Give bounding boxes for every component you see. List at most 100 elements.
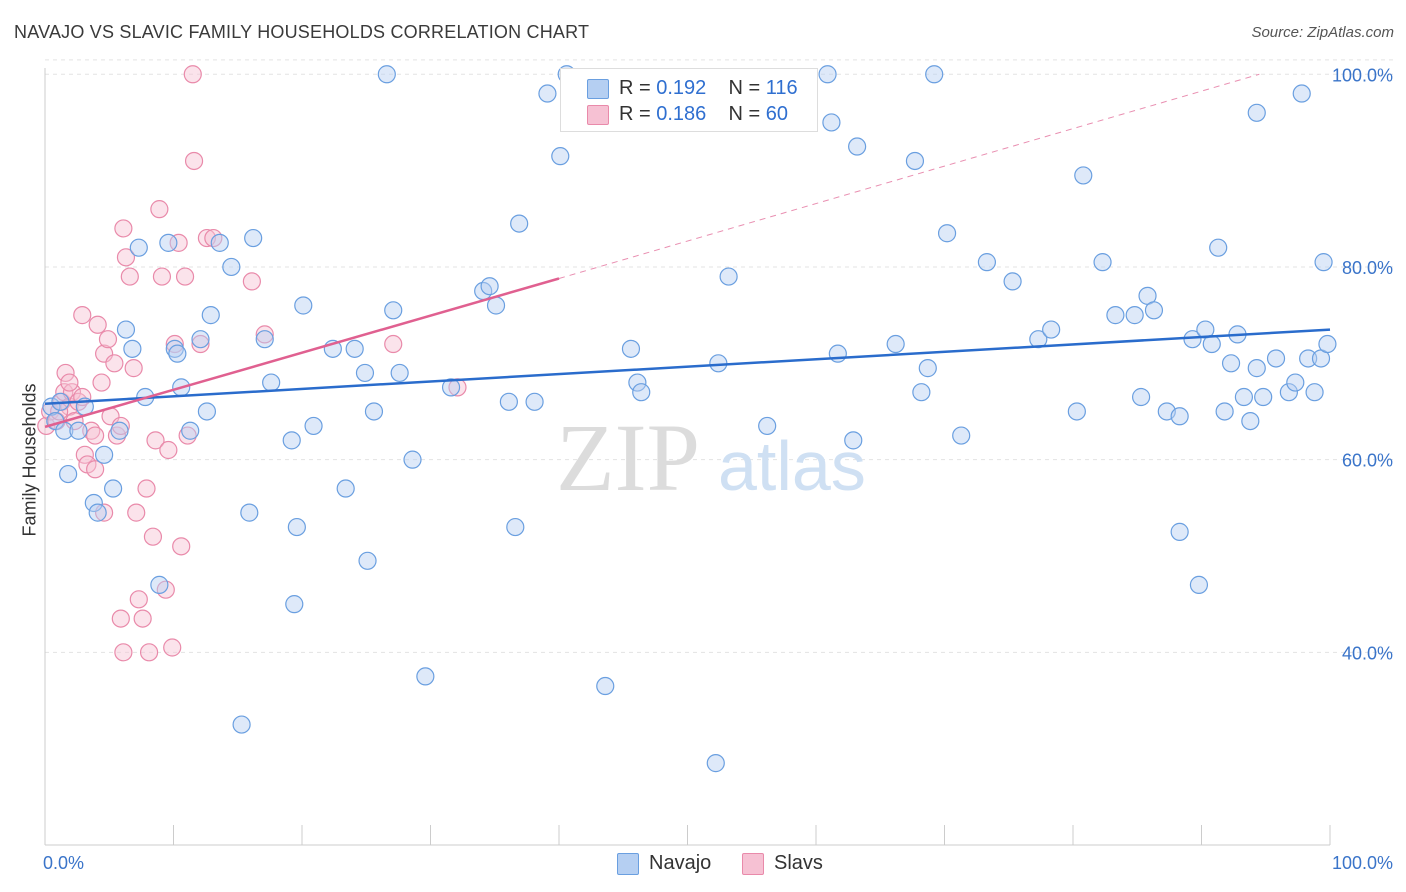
navajo-point (706, 754, 725, 773)
watermark-atlas: atlas (718, 427, 866, 505)
navajo-point (384, 301, 403, 320)
navajo-point (377, 65, 396, 84)
navajo-point (1299, 349, 1318, 368)
navajo-point (1042, 320, 1061, 339)
y-tick-label-100: 100.0% (1332, 65, 1393, 85)
navajo-point (918, 359, 937, 378)
slavs-point (114, 219, 133, 238)
y-axis-label: Family Households (19, 383, 40, 537)
slavs-point (133, 609, 152, 628)
navajo-trend-line (44, 328, 1331, 406)
y-tick-label-60: 60.0% (1342, 451, 1393, 471)
navajo-point (294, 296, 313, 315)
navajo-point (1318, 334, 1337, 354)
navajo-point (129, 238, 148, 257)
navajo-point (197, 402, 217, 421)
navajo-point (1029, 330, 1048, 349)
navajo-point (1209, 238, 1228, 257)
navajo-point (952, 426, 971, 445)
slavs-point (169, 233, 188, 252)
x-tick-label-min: 0.0% (43, 853, 84, 873)
trend-lines (44, 73, 1331, 429)
navajo-point (1247, 359, 1266, 378)
y-tick-label-80: 80.0% (1342, 258, 1393, 278)
navajo-point (88, 503, 107, 522)
navajo-point (282, 431, 301, 450)
navajo-swatch (587, 79, 609, 99)
tick-labels: 40.0% 60.0% 80.0% 100.0% 0.0% 100.0% (43, 65, 1393, 873)
navajo-point (1125, 306, 1144, 325)
slavs-point (120, 267, 139, 286)
navajo-point (84, 493, 103, 513)
navajo-point (596, 676, 615, 696)
navajo-point (390, 363, 409, 383)
navajo-point (1215, 402, 1234, 421)
slavs-point (191, 334, 210, 354)
navajo-point (244, 228, 263, 248)
slavs-point (172, 537, 191, 556)
navajo-point (304, 416, 323, 436)
navajo-point (551, 147, 570, 166)
slavs-r-value: 0.186 (656, 103, 707, 125)
navajo-point (95, 445, 114, 464)
slavs-point (105, 354, 124, 373)
navajo-point (262, 373, 281, 392)
navajo-r-label: R = (619, 77, 657, 99)
slavs-r-label: R = (619, 103, 657, 125)
navajo-point (758, 416, 777, 436)
navajo-point (201, 306, 220, 325)
navajo-point (159, 233, 178, 252)
navajo-point (358, 551, 377, 570)
navajo-point (191, 330, 210, 349)
slavs-swatch (587, 105, 609, 125)
navajo-point (719, 267, 738, 286)
navajo-point (480, 277, 499, 296)
slavs-point (116, 248, 136, 267)
slavs-point (137, 479, 156, 498)
slavs-n-label: N = (728, 103, 766, 125)
slavs-point (56, 363, 75, 383)
navajo-point (165, 339, 184, 358)
navajo-point (525, 392, 544, 411)
navajo-point (499, 392, 518, 411)
slavs-point (183, 65, 202, 84)
navajo-point (285, 595, 304, 614)
navajo-point (886, 334, 905, 354)
navajo-point (844, 431, 863, 450)
slavs-point (178, 426, 197, 445)
navajo-point (255, 330, 274, 349)
slavs-point (143, 527, 163, 546)
slavs-point (107, 426, 127, 445)
slavs-point (92, 373, 111, 392)
slavs-point (242, 272, 261, 291)
slavs-n-value: 60 (765, 103, 789, 125)
navajo-point (1132, 387, 1151, 407)
navajo-point (1292, 84, 1311, 103)
navajo-point (628, 373, 647, 392)
navajo-point (1254, 387, 1273, 407)
navajo-point (1286, 373, 1305, 392)
navajo-point (1221, 354, 1241, 373)
navajo-point (168, 344, 187, 363)
navajo-point (1202, 334, 1221, 354)
navajo-point (1314, 253, 1333, 272)
navajo-point (345, 339, 364, 358)
navajo-point (1241, 411, 1260, 431)
watermark-zip: ZIP (556, 404, 700, 511)
navajo-point (116, 320, 136, 339)
navajo-point (222, 257, 241, 277)
slavs-point (60, 373, 79, 392)
navajo-point (1144, 301, 1164, 320)
navajo-point (937, 224, 957, 243)
navajo-point (69, 421, 88, 440)
navajo-point (925, 65, 944, 84)
slavs-point (150, 200, 169, 219)
navajo-n-label: N = (728, 77, 766, 99)
navajo-point (110, 421, 129, 440)
slavs-point (86, 426, 105, 445)
navajo-point (1266, 349, 1286, 368)
navajo-point (441, 378, 461, 397)
slavs-point (88, 315, 107, 334)
slavs-point (384, 334, 403, 354)
navajo-point (232, 715, 251, 734)
